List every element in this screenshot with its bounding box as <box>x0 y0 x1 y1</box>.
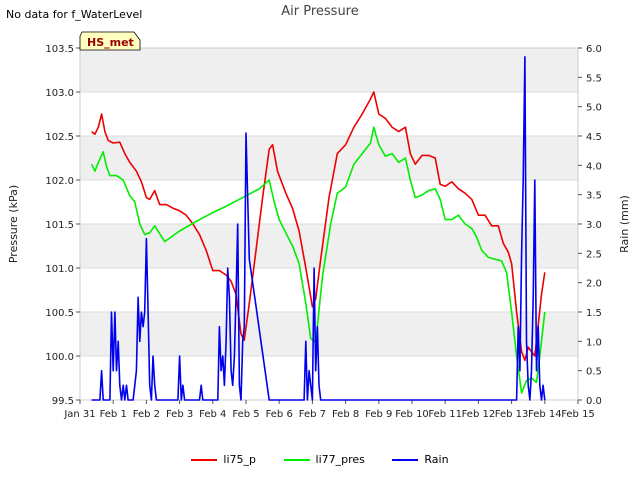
y2-tick-label: 5.5 <box>586 73 602 84</box>
y-axis-label: Pressure (kPa) <box>7 185 20 263</box>
y-tick-label: 102.0 <box>45 176 74 187</box>
x-tick-label: Feb 14 <box>528 409 562 420</box>
y2-tick-label: 5.0 <box>586 103 602 114</box>
y2-tick-label: 3.0 <box>586 220 602 231</box>
legend-swatch-li77-pres <box>283 458 310 461</box>
x-tick-label: Feb 5 <box>232 409 259 420</box>
legend-label-li75-p: li75_p <box>223 452 257 466</box>
x-tick-label: Feb 13 <box>495 409 529 420</box>
x-tick-label: Feb 10 <box>395 409 429 420</box>
y2-axis-label: Rain (mm) <box>618 195 631 253</box>
series-line-rain <box>91 56 546 401</box>
x-tick-label: Feb 7 <box>299 409 326 420</box>
series-line-li77-pres <box>90 126 546 394</box>
grid-band <box>80 48 578 92</box>
y-tick-label: 100.5 <box>45 308 74 319</box>
y-tick-label: 100.0 <box>45 352 74 363</box>
x-tick-label: Feb 15 <box>561 409 595 420</box>
x-tick-label: Feb 8 <box>332 409 359 420</box>
legend-label-li77-pres: li77_pres <box>315 452 365 466</box>
chart-title: Air Pressure <box>281 4 359 19</box>
x-tick-label: Feb 4 <box>199 409 226 420</box>
y2-tick-label: 4.5 <box>586 132 602 143</box>
y-tick-label: 101.5 <box>45 220 74 231</box>
y2-tick-label: 6.0 <box>586 44 602 55</box>
y-tick-label: 99.5 <box>52 396 74 407</box>
no-data-note: No data for f_WaterLevel <box>6 8 143 21</box>
y-tick-label: 101.0 <box>45 264 74 275</box>
y2-tick-label: 4.0 <box>586 161 602 172</box>
chart-legend: li75_p li77_pres Rain <box>0 452 640 466</box>
y2-tick-label: 2.5 <box>586 249 602 260</box>
x-tick-label: Feb 1 <box>100 409 127 420</box>
grid-band <box>80 312 578 356</box>
legend-item-li75-p: li75_p <box>191 453 256 466</box>
y-tick-label: 103.0 <box>45 88 74 99</box>
station-badge: HS_met <box>79 31 141 51</box>
legend-label-rain: Rain <box>424 452 449 466</box>
legend-swatch-rain <box>392 458 419 461</box>
y-tick-label: 103.5 <box>45 44 74 55</box>
grid-band <box>80 136 578 180</box>
legend-item-rain: Rain <box>392 452 449 466</box>
y2-tick-label: 1.0 <box>586 337 602 348</box>
y2-tick-label: 0.0 <box>586 396 602 407</box>
legend-item-li77-pres: li77_pres <box>283 452 365 466</box>
x-tick-label: Feb 11 <box>428 409 462 420</box>
x-tick-label: Feb 12 <box>462 409 496 420</box>
y-tick-label: 102.5 <box>45 132 74 143</box>
x-tick-label: Feb 6 <box>266 409 293 420</box>
x-tick-label: Feb 3 <box>166 409 193 420</box>
x-tick-label: Feb 2 <box>133 409 160 420</box>
y2-tick-label: 3.5 <box>586 191 602 202</box>
y2-tick-label: 2.0 <box>586 279 602 290</box>
station-badge-label: HS_met <box>87 36 134 49</box>
y2-tick-label: 1.5 <box>586 308 602 319</box>
x-tick-label: Feb 9 <box>365 409 392 420</box>
x-tick-label: Jan 31 <box>63 409 95 420</box>
y2-tick-label: 0.5 <box>586 367 602 378</box>
legend-swatch-li75-p <box>191 458 218 461</box>
